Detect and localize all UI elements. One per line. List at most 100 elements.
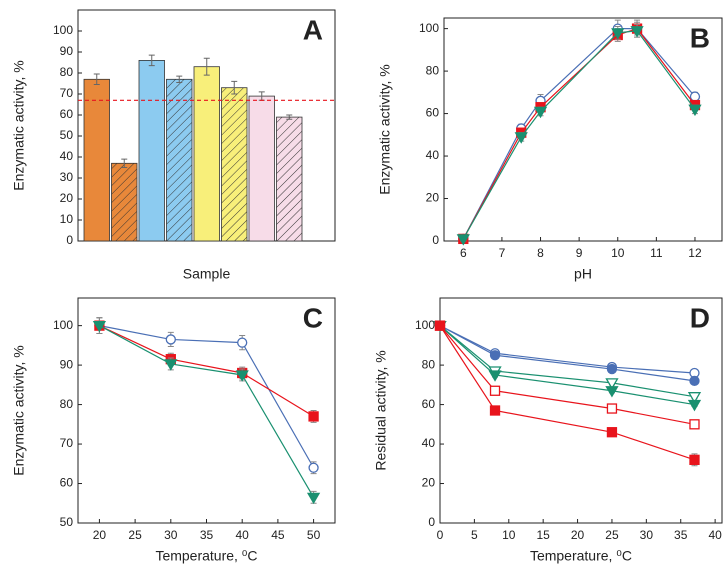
x-tick-label: 50 [307,528,321,542]
x-axis-label: pH [574,266,592,282]
marker [687,399,702,412]
marker [164,359,178,371]
y-tick-label: 80 [422,357,436,371]
series-line [439,325,695,398]
marker [605,378,619,390]
bar [193,66,220,242]
marker [689,419,700,430]
series-line [439,325,695,374]
marker [92,320,107,333]
x-tick-label: 40 [236,528,250,542]
y-tick-label: 30 [60,170,74,184]
marker [434,320,446,331]
x-tick-label: 8 [537,246,544,260]
marker [237,337,248,348]
y-tick-label: 80 [426,63,440,77]
x-tick-label: 20 [571,528,585,542]
x-tick-label: 5 [471,528,478,542]
x-axis-label: Temperature, ⁰C [155,548,257,564]
marker [514,132,528,144]
series-line [462,28,696,240]
marker [533,106,548,119]
marker [606,427,618,438]
bar [111,162,138,242]
x-tick-label: 15 [536,528,550,542]
marker [689,91,701,102]
series-line [439,325,695,382]
marker [606,403,618,414]
plot-frame [439,297,723,524]
marker [165,334,176,345]
x-tick-label: 25 [605,528,619,542]
marker [687,392,702,404]
bar [166,78,193,242]
y-axis-label: Enzymatic activity, % [11,345,27,475]
y-axis-label: Enzymatic activity, % [11,60,27,190]
x-axis-label: Temperature, ⁰C [530,548,632,564]
series-line [462,27,696,240]
marker [605,386,619,398]
marker [308,462,319,473]
error-bar [203,57,210,76]
marker [489,350,501,361]
marker [606,363,618,375]
marker [235,370,249,382]
x-tick-label: 20 [93,528,107,542]
bar [138,60,165,242]
x-tick-label: 7 [499,246,506,260]
x-tick-label: 10 [502,528,516,542]
y-tick-label: 20 [426,191,440,205]
panel-label: A [303,14,323,45]
marker [488,370,502,382]
error-bar [148,54,155,67]
x-tick-label: 10 [611,246,625,260]
panel-label: C [303,302,323,333]
x-axis-label: Sample [183,266,231,282]
error-bar [286,114,293,120]
y-tick-label: 40 [60,149,74,163]
marker [689,375,700,387]
series-line [439,325,695,425]
y-tick-label: 10 [60,212,74,226]
y-tick-label: 0 [428,515,435,529]
marker [688,104,702,117]
x-tick-label: 9 [576,246,583,260]
y-tick-label: 80 [60,397,74,411]
x-tick-label: 11 [650,246,663,260]
y-tick-label: 60 [60,476,74,490]
series-line [462,30,696,240]
series-line [439,325,695,461]
marker [630,26,644,38]
x-tick-label: 35 [200,528,214,542]
series-line [439,325,695,406]
x-tick-label: 6 [460,246,467,260]
y-tick-label: 40 [422,436,436,450]
marker [489,385,501,396]
y-axis-label: Residual activity, % [373,350,389,470]
error-bar [176,75,183,83]
panel-label: D [690,302,710,333]
x-tick-label: 35 [674,528,688,542]
y-tick-label: 90 [60,44,74,58]
plot-frame [443,17,723,242]
marker [489,405,501,416]
y-tick-label: 0 [432,233,439,247]
error-bar [121,158,128,168]
series-line [99,325,314,417]
y-tick-label: 20 [422,476,436,490]
x-tick-label: 30 [164,528,178,542]
marker [308,411,319,422]
y-axis-label: Enzymatic activity, % [377,64,393,194]
bar [83,78,110,242]
y-tick-label: 60 [426,106,440,120]
marker [611,28,625,40]
x-tick-label: 30 [640,528,654,542]
y-tick-label: 100 [53,318,73,332]
y-tick-label: 20 [60,191,74,205]
bar [248,95,275,242]
y-tick-label: 80 [60,65,74,79]
y-tick-label: 100 [415,318,435,332]
y-tick-label: 100 [53,23,73,37]
series-line [99,325,315,498]
x-tick-label: 45 [271,528,285,542]
